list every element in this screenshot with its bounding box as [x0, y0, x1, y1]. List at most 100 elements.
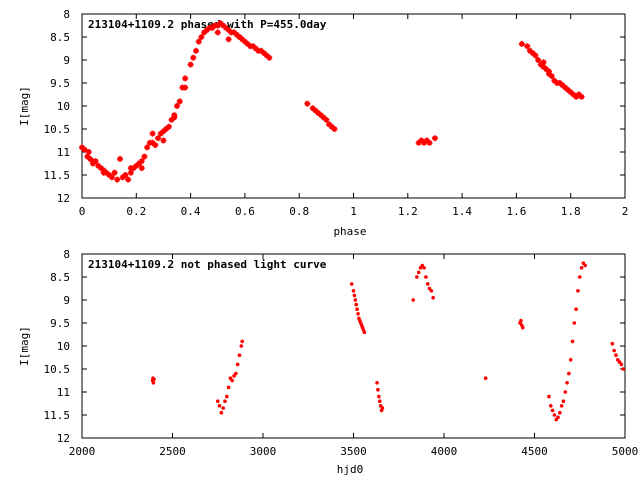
data-point: [567, 89, 574, 96]
data-point: [375, 381, 379, 385]
unphased-x-axis-label: hjd0: [337, 463, 364, 476]
data-point: [423, 137, 430, 144]
unphased-x-tick-label: 5000: [612, 445, 639, 458]
unphased-x-tick-label: 4500: [521, 445, 548, 458]
data-point: [518, 40, 525, 47]
data-point: [219, 410, 224, 415]
data-point: [122, 172, 129, 178]
data-point: [315, 109, 322, 116]
data-point: [92, 158, 99, 165]
data-point: [377, 399, 382, 404]
phased-x-axis-label: phase: [333, 225, 366, 238]
data-point: [235, 362, 240, 367]
data-point: [230, 378, 235, 383]
data-point: [127, 165, 134, 172]
data-point: [317, 112, 324, 119]
phased-x-tick-label: 0.6: [235, 205, 255, 218]
data-point: [111, 169, 118, 176]
data-point: [577, 275, 582, 279]
phased-panel-title: 213104+1109.2 phased with P=455.0day: [88, 18, 327, 31]
data-point: [244, 40, 251, 47]
data-point: [537, 61, 544, 68]
data-point: [568, 358, 573, 362]
unphased-y-tick-label: 8.5: [50, 271, 70, 284]
data-point: [331, 126, 338, 132]
data-point: [258, 47, 265, 54]
data-point: [195, 38, 202, 45]
phased-x-tick-label: 0.8: [289, 205, 309, 218]
data-point: [182, 84, 189, 91]
data-point: [556, 80, 563, 86]
data-point: [193, 47, 200, 54]
data-point: [233, 31, 240, 38]
data-point: [81, 146, 88, 153]
phased-x-tick-label: 1.8: [561, 205, 581, 218]
data-point: [550, 408, 555, 413]
data-point: [239, 344, 244, 348]
data-point: [431, 295, 435, 300]
data-point: [136, 160, 143, 167]
data-point: [260, 50, 267, 57]
data-point: [575, 91, 582, 98]
data-point: [133, 162, 140, 169]
phased-x-tick-label: 0: [79, 205, 86, 218]
data-point: [231, 29, 238, 36]
data-point: [174, 103, 181, 109]
data-point: [234, 371, 238, 376]
data-point: [376, 387, 380, 392]
data-point: [380, 406, 385, 410]
phased-y-tick-label: 12: [57, 192, 70, 205]
phased-x-tick-label: 0.2: [126, 205, 146, 218]
phased-y-tick-label: 8: [63, 8, 70, 21]
data-point: [328, 123, 335, 130]
data-point: [263, 52, 270, 59]
phased-light-curve-panel: 213104+1109.2 phased with P=455.0day pha…: [18, 8, 628, 238]
data-point: [562, 84, 569, 91]
phased-x-tick-label: 1: [350, 205, 357, 218]
data-point: [576, 289, 580, 293]
data-point: [155, 135, 162, 142]
data-point: [125, 176, 132, 183]
data-point: [561, 399, 566, 404]
data-point: [323, 116, 330, 123]
data-point: [558, 410, 562, 415]
data-point: [418, 137, 425, 144]
unphased-y-tick-label: 11: [57, 386, 70, 399]
data-point: [411, 298, 416, 302]
phased-x-tick-label: 1.4: [452, 205, 472, 218]
data-point: [236, 34, 243, 40]
data-point: [540, 63, 547, 70]
data-point: [187, 61, 194, 68]
data-point: [163, 126, 170, 132]
data-point: [304, 100, 311, 107]
data-point: [226, 385, 231, 390]
data-point: [556, 415, 560, 420]
data-point: [424, 275, 428, 279]
data-point: [312, 107, 319, 114]
data-point: [138, 165, 145, 172]
phased-y-tick-label: 10.5: [44, 123, 71, 136]
phased-y-tick-label: 11.5: [44, 169, 71, 182]
data-point: [548, 404, 553, 408]
unphased-y-axis-label: I[mag]: [18, 326, 31, 366]
data-point: [106, 172, 113, 178]
phased-x-tick-label: 0.4: [181, 205, 201, 218]
data-point: [144, 144, 151, 151]
unphased-data-points: [150, 261, 625, 422]
data-point: [619, 362, 624, 367]
data-point: [422, 266, 426, 270]
data-point: [353, 298, 358, 302]
data-point: [84, 153, 91, 160]
data-point: [89, 160, 96, 167]
data-point: [349, 282, 354, 286]
phased-x-tick-label: 1.2: [398, 205, 418, 218]
data-point: [119, 174, 126, 181]
data-point: [565, 381, 569, 385]
unphased-light-curve-panel: 213104+1109.2 not phased light curve hjd…: [18, 248, 638, 476]
data-point: [222, 24, 229, 31]
unphased-x-tick-label: 2000: [69, 445, 96, 458]
data-point: [266, 54, 273, 61]
data-point: [198, 34, 205, 40]
data-point: [149, 130, 156, 137]
